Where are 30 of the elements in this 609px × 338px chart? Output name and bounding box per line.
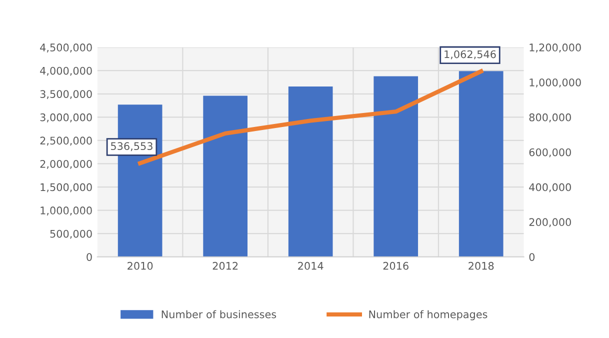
bar: [203, 96, 248, 257]
y2-tick-label: 200,000: [529, 218, 571, 228]
y2-tick-label: 400,000: [529, 183, 571, 192]
y-tick-label: 3,000,000: [40, 113, 92, 122]
y2-tick-label: 0: [529, 253, 535, 261]
y2-tick-label: 600,000: [529, 148, 571, 158]
y2-tick-label: 800,000: [529, 113, 571, 122]
bar: [374, 76, 418, 257]
y-tick-label: 3,500,000: [40, 90, 92, 100]
y-tick-label: 500,000: [50, 230, 92, 239]
bar: [288, 86, 333, 257]
y-tick-label: 1,500,000: [40, 183, 92, 192]
y2-tick-label: 1,000,000: [530, 78, 581, 88]
x-tick-label: 2010: [128, 262, 153, 270]
y-tick-label: 1,000,000: [40, 206, 92, 216]
y2-tick-label: 1,200,000: [530, 44, 581, 52]
y-tick-label: 4,000,000: [40, 66, 92, 76]
bar: [458, 71, 504, 257]
x-tick-label: 2016: [383, 262, 408, 270]
data-label: 1,062,546: [444, 50, 496, 60]
y-tick-label: 2,500,000: [40, 136, 92, 146]
x-tick-label: 2018: [468, 262, 494, 270]
x-tick-label: 2012: [212, 262, 238, 270]
data-label: 536,553: [111, 142, 152, 152]
x-tick-label: 2014: [298, 262, 324, 270]
y-tick-label: 2,000,000: [40, 160, 92, 169]
y-tick-label: 4,500,000: [40, 44, 92, 52]
legend-label: Number of homepages: [369, 310, 488, 320]
legend-label: Number of businesses: [162, 310, 276, 318]
y-tick-label: 0: [86, 253, 92, 261]
